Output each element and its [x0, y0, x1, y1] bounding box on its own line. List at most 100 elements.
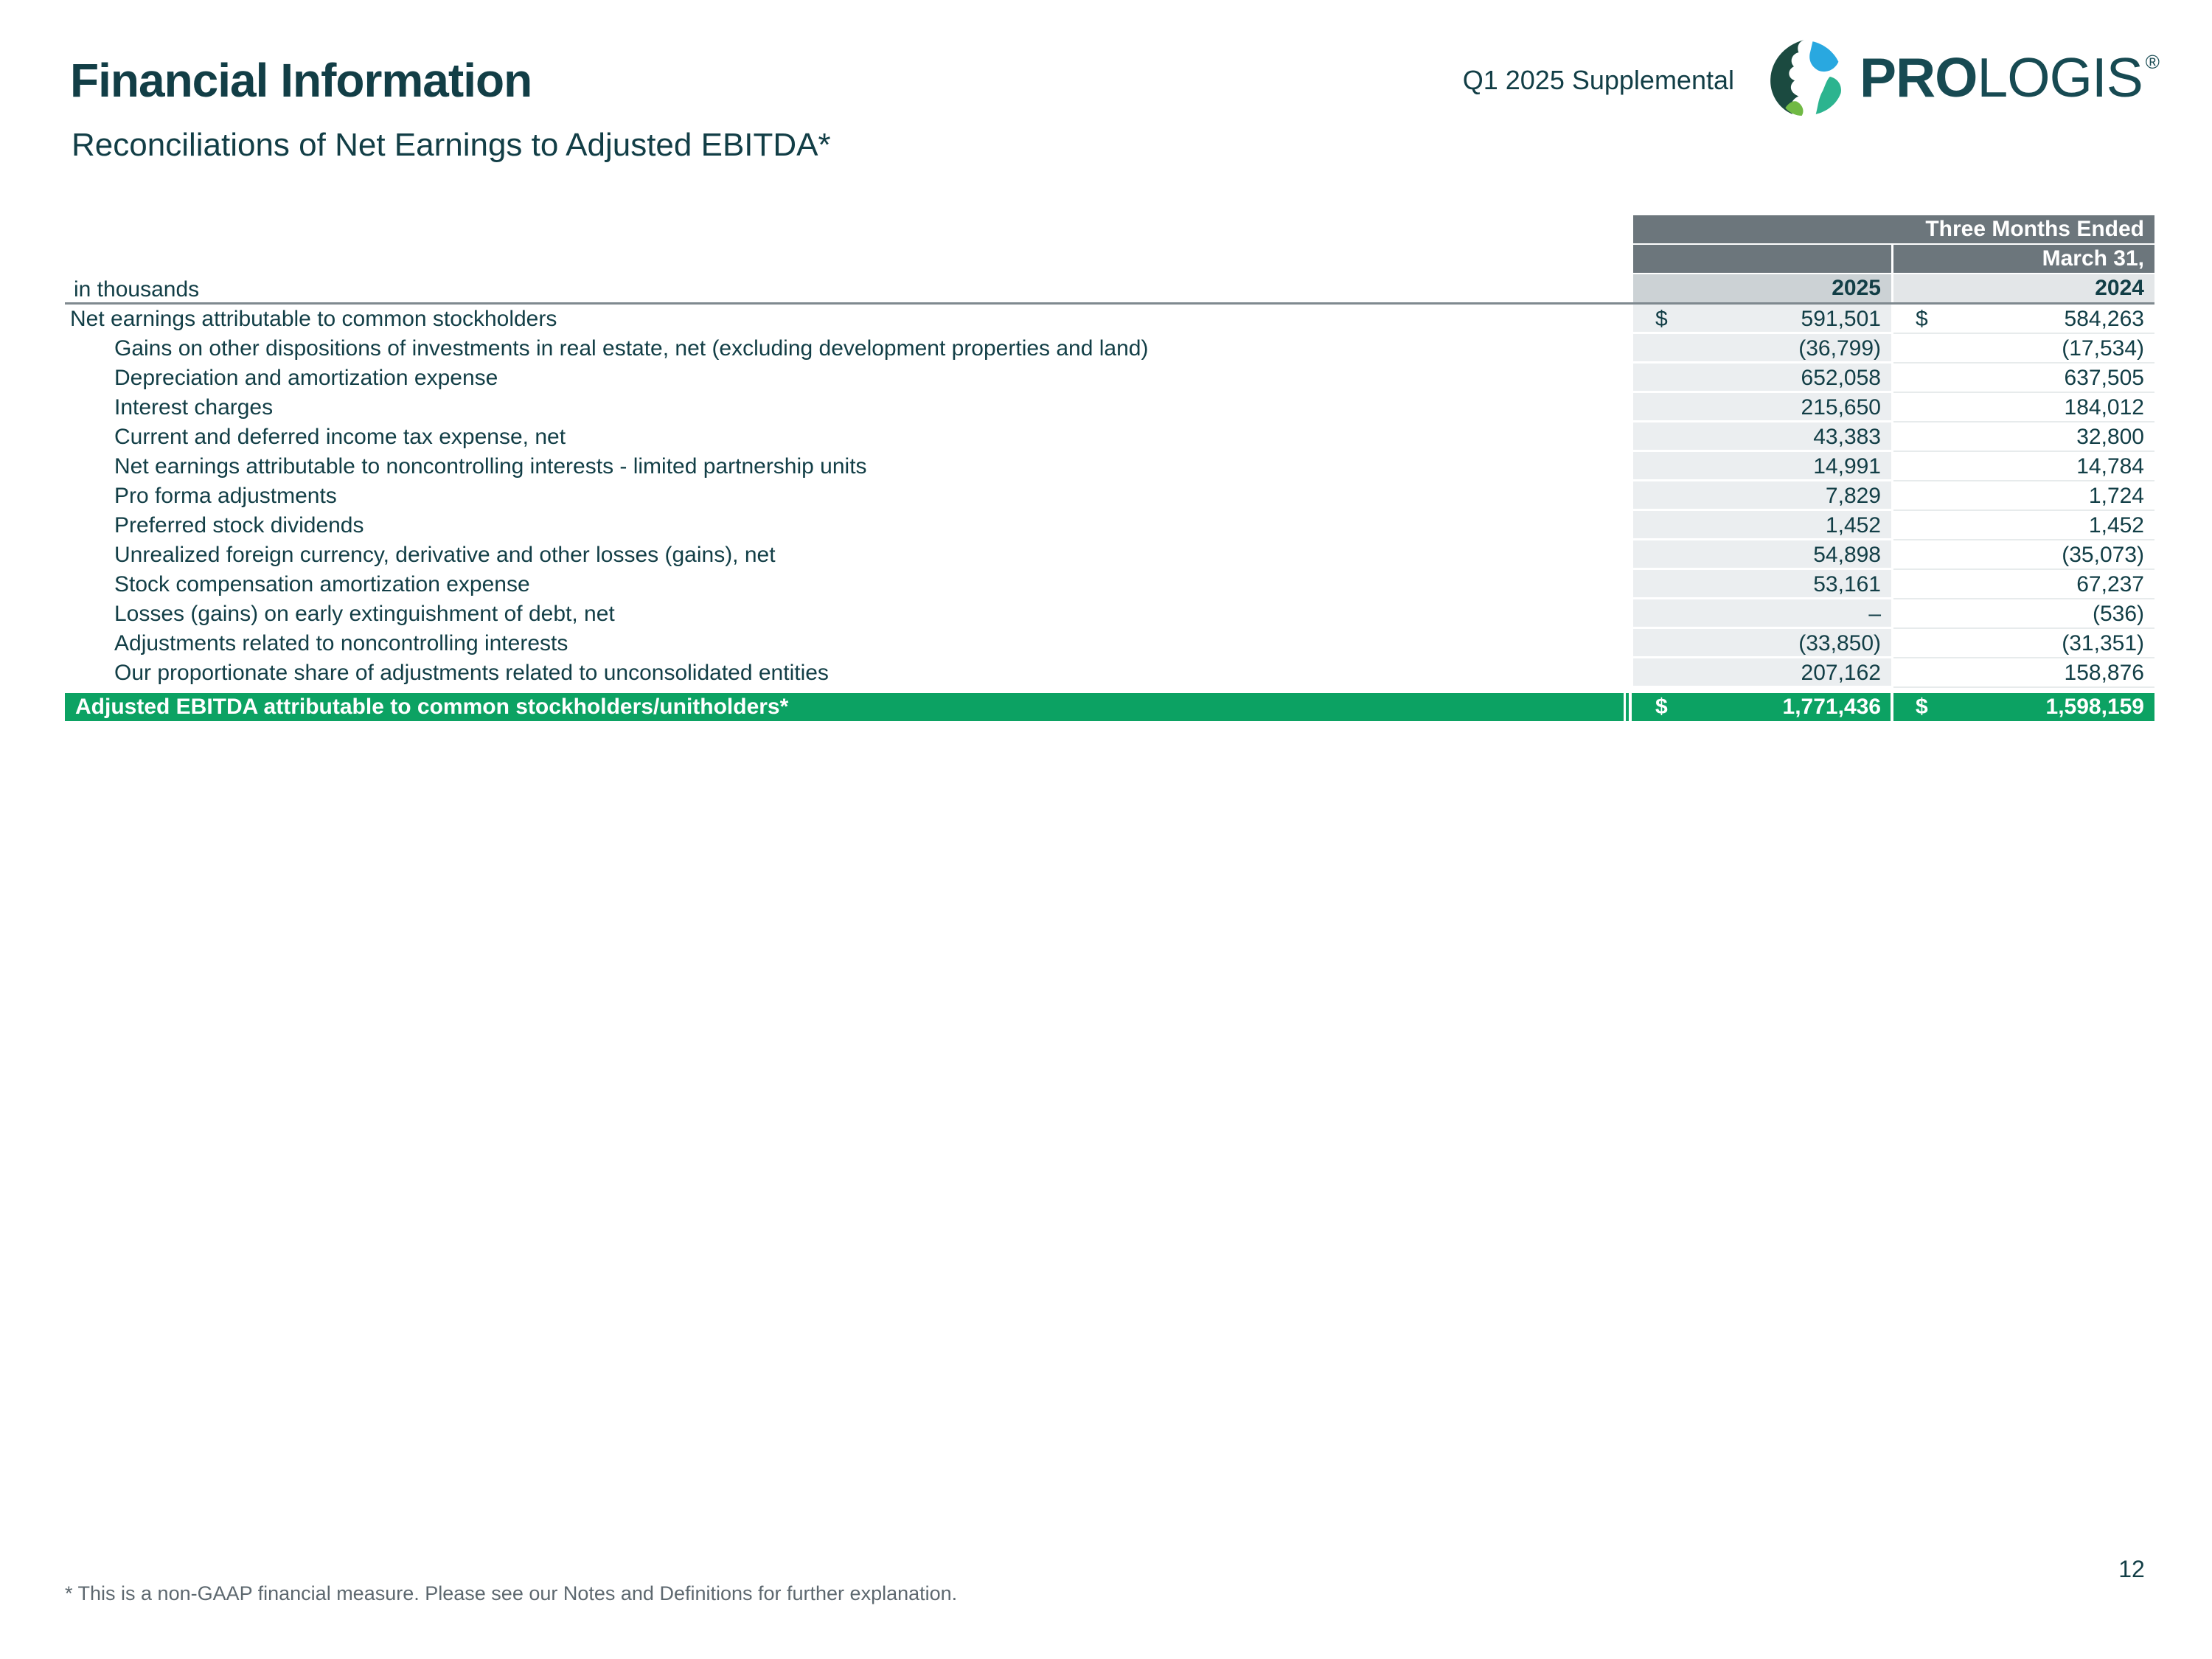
row-2025-cell: 207,162 — [1633, 658, 1891, 688]
row-2025-cell: 43,383 — [1633, 422, 1891, 452]
row-2025-value: 14,991 — [1813, 454, 1881, 479]
row-2025-cell: (33,850) — [1633, 629, 1891, 658]
table-header-year-2025: 2025 — [1633, 274, 1891, 302]
row-label: Net earnings attributable to noncontroll… — [114, 454, 867, 479]
row-label: Adjustments related to noncontrolling in… — [114, 631, 568, 655]
row-2024-value: 637,505 — [2064, 366, 2144, 390]
row-2024-cell: 14,784 — [1893, 452, 2154, 481]
table-row: Interest charges 215,650 184,012 — [0, 393, 2212, 422]
dollar-sign: $ — [1916, 695, 1928, 719]
row-2024-value: (536) — [2092, 602, 2144, 626]
table-row: Adjustments related to noncontrolling in… — [0, 629, 2212, 658]
row-2025-value: 207,162 — [1801, 661, 1881, 685]
row-2025-cell: 215,650 — [1633, 393, 1891, 422]
row-2025-value: 591,501 — [1801, 307, 1881, 331]
row-2024-cell: 158,876 — [1893, 658, 2154, 688]
row-2025-value: 7,829 — [1825, 484, 1881, 508]
table-row: Net earnings attributable to common stoc… — [0, 305, 2212, 334]
table-row: Depreciation and amortization expense 65… — [0, 364, 2212, 393]
row-2025-value: 215,650 — [1801, 395, 1881, 420]
table-row: Our proportionate share of adjustments r… — [0, 658, 2212, 688]
row-2024-value: 1,452 — [2088, 513, 2144, 538]
row-2024-cell: 1,724 — [1893, 481, 2154, 511]
page-number: 12 — [2118, 1556, 2145, 1582]
row-2024-value: 584,263 — [2064, 307, 2144, 331]
table-header-date: March 31, — [1893, 245, 2154, 273]
table-row: Losses (gains) on early extinguishment o… — [0, 599, 2212, 629]
row-label: Interest charges — [114, 395, 274, 420]
row-2025-cell: 1,452 — [1633, 511, 1891, 540]
row-2024-cell: (31,351) — [1893, 629, 2154, 658]
row-label: Our proportionate share of adjustments r… — [114, 661, 829, 685]
table-row: Stock compensation amortization expense … — [0, 570, 2212, 599]
dollar-sign: $ — [1916, 307, 1928, 331]
row-2025-value: – — [1868, 602, 1881, 626]
row-2025-value: 652,058 — [1801, 366, 1881, 390]
row-2024-value: (17,534) — [2062, 336, 2144, 361]
total-2025-cell: $ 1,771,436 — [1633, 693, 1891, 721]
row-2024-value: 67,237 — [2076, 572, 2144, 597]
wordmark-logis: LOGIS — [1977, 46, 2143, 108]
row-label: Preferred stock dividends — [114, 513, 364, 538]
row-2024-value: 14,784 — [2076, 454, 2144, 479]
row-2024-cell: (536) — [1893, 599, 2154, 629]
row-2025-cell: 53,161 — [1633, 570, 1891, 599]
row-2024-value: (35,073) — [2062, 543, 2144, 567]
row-2025-cell: 54,898 — [1633, 540, 1891, 570]
table-body: Net earnings attributable to common stoc… — [0, 305, 2212, 688]
table-row: Pro forma adjustments 7,829 1,724 — [0, 481, 2212, 511]
row-2025-value: 53,161 — [1813, 572, 1881, 597]
page-title: Financial Information — [70, 54, 532, 107]
row-2025-value: (36,799) — [1798, 336, 1881, 361]
page-subtitle: Reconciliations of Net Earnings to Adjus… — [72, 127, 831, 163]
row-2024-cell: (35,073) — [1893, 540, 2154, 570]
row-2025-cell: – — [1633, 599, 1891, 629]
row-label: Stock compensation amortization expense — [114, 572, 530, 597]
total-2024-value: 1,598,159 — [2045, 695, 2144, 719]
table-row: Preferred stock dividends 1,452 1,452 — [0, 511, 2212, 540]
row-label: Gains on other dispositions of investmen… — [114, 336, 1149, 361]
row-2025-cell: (36,799) — [1633, 334, 1891, 364]
total-2025-value: 1,771,436 — [1782, 695, 1881, 719]
row-2025-value: 43,383 — [1813, 425, 1881, 449]
wordmark-pro: PRO — [1860, 46, 1978, 108]
header-rule — [65, 302, 2154, 305]
row-2025-value: (33,850) — [1798, 631, 1881, 655]
row-2024-cell: (17,534) — [1893, 334, 2154, 364]
prologis-logo: PROLOGIS ® — [1768, 38, 2160, 116]
total-row: Adjusted EBITDA attributable to common s… — [65, 693, 2154, 721]
row-2024-value: 32,800 — [2076, 425, 2144, 449]
row-2024-cell: $ 584,263 — [1893, 305, 2154, 334]
table-row: Gains on other dispositions of investmen… — [0, 334, 2212, 364]
row-2025-cell: 652,058 — [1633, 364, 1891, 393]
row-2024-value: (31,351) — [2062, 631, 2144, 655]
row-2024-cell: 32,800 — [1893, 422, 2154, 452]
row-label: Depreciation and amortization expense — [114, 366, 498, 390]
footnote: * This is a non-GAAP financial measure. … — [65, 1582, 958, 1604]
table-row: Current and deferred income tax expense,… — [0, 422, 2212, 452]
row-label: Unrealized foreign currency, derivative … — [114, 543, 776, 567]
row-2025-value: 1,452 — [1825, 513, 1881, 538]
row-label: Pro forma adjustments — [114, 484, 337, 508]
registered-mark-icon: ® — [2145, 50, 2160, 73]
total-row-label: Adjusted EBITDA attributable to common s… — [75, 695, 789, 719]
row-2024-cell: 184,012 — [1893, 393, 2154, 422]
table-row: Net earnings attributable to noncontroll… — [0, 452, 2212, 481]
table-header-spacer-cell — [1633, 245, 1891, 273]
row-2024-cell: 637,505 — [1893, 364, 2154, 393]
supplemental-label: Q1 2025 Supplemental — [1462, 65, 1734, 95]
row-label: Current and deferred income tax expense,… — [114, 425, 566, 449]
row-2024-value: 158,876 — [2064, 661, 2144, 685]
row-2025-cell: 7,829 — [1633, 481, 1891, 511]
unit-label: in thousands — [74, 277, 200, 302]
row-2024-value: 1,724 — [2088, 484, 2144, 508]
dollar-sign: $ — [1655, 695, 1668, 719]
table-header-year-2024: 2024 — [1893, 274, 2154, 302]
table-header-period: Three Months Ended — [1633, 215, 2154, 243]
prologis-wordmark: PROLOGIS ® — [1860, 49, 2160, 105]
total-2024-cell: $ 1,598,159 — [1893, 693, 2154, 721]
total-row-divider — [1624, 693, 1626, 721]
row-label: Net earnings attributable to common stoc… — [70, 307, 557, 331]
prologis-globe-icon — [1770, 40, 1841, 116]
